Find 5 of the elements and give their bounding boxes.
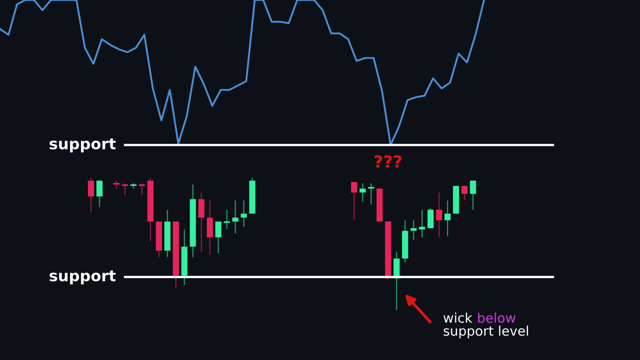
ref-line-label: support [50, 270, 116, 284]
candlestick [113, 180, 120, 190]
text: ??? [374, 155, 402, 168]
text: wick below support level [444, 312, 528, 338]
ref-line-label: support [50, 138, 116, 152]
